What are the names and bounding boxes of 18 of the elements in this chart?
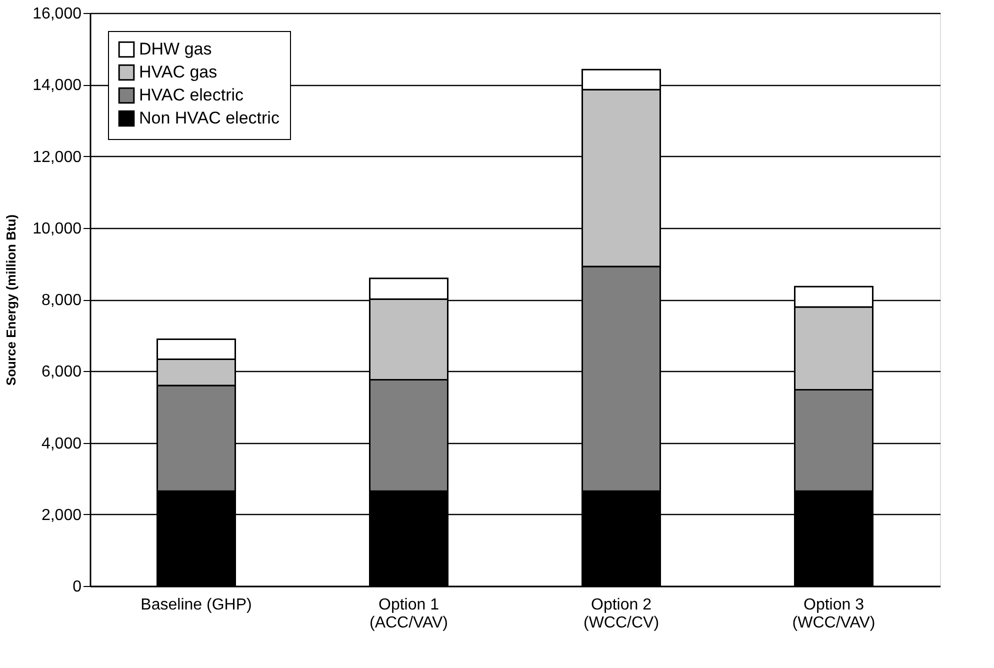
y-tick-label: 12,000 — [32, 148, 82, 166]
x-tick-label: Option 1 (ACC/VAV) — [369, 596, 448, 632]
legend-label: Non HVAC electric — [139, 108, 280, 128]
legend-label: DHW gas — [139, 40, 212, 58]
x-tick-label: Option 3 (WCC/VAV) — [792, 596, 876, 632]
y-tick-label: 10,000 — [32, 220, 82, 238]
x-tick-label: Option 2 (WCC/CV) — [583, 596, 660, 632]
y-tick-label: 14,000 — [32, 77, 82, 94]
legend-label: HVAC electric — [139, 86, 244, 104]
y-axis-title: Source Energy (million Btu) — [4, 214, 19, 386]
y-tick-label: 8,000 — [41, 292, 82, 309]
legend-label: HVAC gas — [139, 62, 218, 82]
y-tick-label: 16,000 — [32, 6, 82, 22]
y-tick-label: 0 — [72, 578, 82, 596]
y-tick-label: 2,000 — [41, 506, 82, 524]
x-tick-label: Baseline (GHP) — [140, 596, 252, 614]
y-tick-label: 4,000 — [41, 435, 82, 452]
y-tick-label: 6,000 — [41, 364, 82, 381]
